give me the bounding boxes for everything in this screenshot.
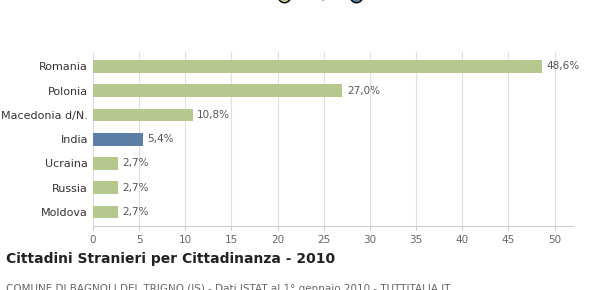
Bar [93,133,143,146]
Bar [93,206,118,218]
Text: COMUNE DI BAGNOLI DEL TRIGNO (IS) - Dati ISTAT al 1° gennaio 2010 - TUTTITALIA.I: COMUNE DI BAGNOLI DEL TRIGNO (IS) - Dati… [6,284,451,290]
Text: Cittadini Stranieri per Cittadinanza - 2010: Cittadini Stranieri per Cittadinanza - 2… [6,252,335,266]
Bar [93,60,542,73]
Bar [93,182,118,194]
Legend: Europa, Asia: Europa, Asia [274,0,392,1]
Text: 10,8%: 10,8% [197,110,230,120]
Text: 2,7%: 2,7% [122,158,149,168]
Text: 5,4%: 5,4% [148,134,174,144]
Text: 2,7%: 2,7% [122,207,149,217]
Bar [93,157,118,170]
Text: 48,6%: 48,6% [546,61,580,71]
Bar [93,84,342,97]
Text: 27,0%: 27,0% [347,86,380,96]
Text: 2,7%: 2,7% [122,183,149,193]
Bar [93,109,193,121]
